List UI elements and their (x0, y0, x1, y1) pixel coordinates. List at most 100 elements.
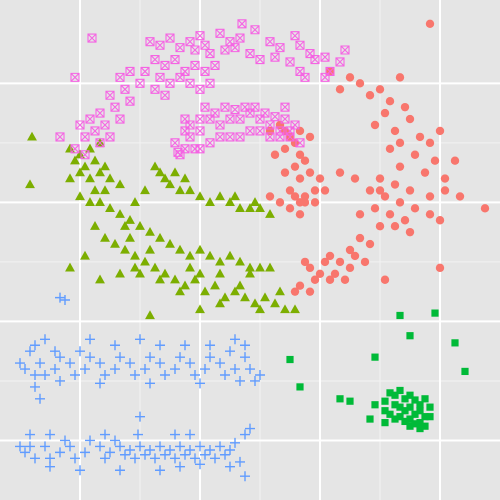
data-point (75, 191, 85, 201)
data-point (325, 275, 335, 284)
data-point (270, 150, 280, 159)
data-point (391, 415, 399, 423)
data-point (200, 364, 210, 375)
data-point (346, 397, 354, 405)
data-point (95, 197, 105, 207)
data-point (95, 108, 105, 118)
data-point (70, 155, 80, 165)
data-point (115, 72, 125, 82)
data-point (100, 370, 110, 380)
data-point (65, 441, 75, 452)
data-point (275, 43, 285, 53)
data-point (185, 120, 195, 130)
data-point (210, 60, 220, 71)
data-point (396, 403, 404, 411)
data-point (180, 280, 190, 290)
data-point (215, 358, 225, 369)
data-point (170, 453, 180, 464)
data-point (255, 370, 265, 380)
data-point (435, 216, 445, 225)
data-point (355, 210, 365, 219)
data-point (75, 167, 85, 177)
data-point (215, 191, 225, 201)
data-point (45, 429, 55, 440)
data-point (245, 423, 255, 434)
data-point (175, 352, 185, 363)
data-point (420, 168, 430, 177)
data-point (125, 358, 135, 369)
data-point (300, 156, 310, 165)
data-point (185, 132, 195, 142)
data-point (135, 334, 145, 345)
data-point (65, 358, 75, 369)
data-point (55, 352, 65, 363)
data-point (225, 346, 235, 357)
data-point (220, 292, 230, 302)
data-point (410, 150, 420, 159)
data-point (365, 186, 375, 195)
data-point (45, 453, 55, 464)
data-point (396, 413, 404, 421)
data-point (390, 180, 400, 189)
data-point (285, 204, 295, 213)
data-point (370, 204, 380, 213)
data-point (431, 309, 439, 317)
data-point (235, 280, 245, 290)
data-point (300, 72, 310, 82)
data-point (195, 244, 205, 254)
data-point (416, 419, 424, 427)
data-point (195, 268, 205, 278)
data-point (185, 262, 195, 272)
data-point (406, 391, 414, 399)
data-point (371, 401, 379, 409)
data-point (290, 162, 300, 171)
data-point (245, 364, 255, 375)
data-point (135, 411, 145, 422)
data-point (375, 85, 385, 94)
data-point (95, 441, 105, 452)
data-point (205, 49, 215, 59)
data-point (80, 447, 90, 458)
data-point (220, 370, 230, 380)
data-point (235, 203, 245, 212)
data-point (75, 465, 85, 476)
data-point (200, 286, 210, 296)
data-point (130, 453, 140, 464)
data-point (160, 370, 170, 380)
data-point (450, 156, 460, 165)
data-point (250, 25, 260, 35)
data-point (185, 185, 195, 195)
data-point (275, 198, 285, 207)
data-point (215, 28, 225, 38)
data-point (421, 395, 429, 403)
data-point (205, 340, 215, 351)
data-point (60, 435, 70, 446)
data-point (195, 191, 205, 201)
data-point (290, 192, 300, 201)
data-point (210, 108, 220, 118)
data-point (265, 132, 275, 142)
data-point (355, 233, 365, 243)
data-point (215, 298, 225, 308)
data-point (386, 410, 394, 418)
data-point (60, 295, 70, 305)
data-point (290, 287, 300, 296)
data-point (140, 449, 150, 460)
data-point (85, 197, 95, 207)
data-point (411, 396, 419, 404)
data-point (345, 73, 355, 82)
series-triangle (25, 131, 300, 320)
data-point (195, 114, 205, 124)
data-points (15, 19, 490, 482)
data-point (237, 19, 247, 29)
data-point (35, 358, 45, 369)
data-point (195, 144, 205, 154)
data-point (230, 191, 240, 201)
data-point (40, 370, 50, 380)
data-point (340, 45, 350, 55)
data-point (120, 244, 130, 254)
data-point (130, 370, 140, 380)
data-point (225, 445, 235, 455)
data-point (205, 78, 215, 88)
data-point (235, 33, 245, 43)
